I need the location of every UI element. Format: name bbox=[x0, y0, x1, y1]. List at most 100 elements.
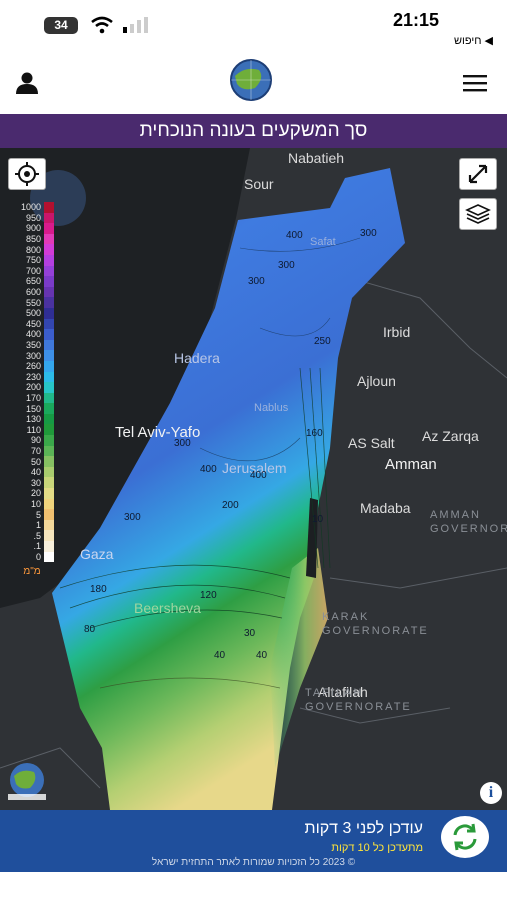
legend-value: 550 bbox=[25, 297, 41, 308]
contour-label: 160 bbox=[306, 428, 323, 439]
contour-label: 300 bbox=[124, 512, 141, 523]
map-label: Ajloun bbox=[357, 373, 396, 389]
user-icon[interactable] bbox=[14, 70, 40, 96]
refresh-icon bbox=[453, 823, 477, 851]
contour-label: 250 bbox=[314, 336, 331, 347]
legend-row: 200 bbox=[10, 382, 54, 393]
legend-swatch bbox=[44, 541, 54, 552]
map-label: AS Salt bbox=[348, 435, 395, 451]
legend-value: 5 bbox=[35, 509, 41, 520]
legend-value: 850 bbox=[25, 234, 41, 245]
legend-swatch bbox=[44, 551, 54, 563]
rain-map[interactable]: Nabatieh Sour Irbid Ajloun AS Salt Az Za… bbox=[0, 148, 507, 810]
layers-icon bbox=[465, 204, 491, 224]
legend-swatch bbox=[44, 413, 54, 425]
region-label: AMMAN GOVERNORATE bbox=[430, 509, 507, 535]
legend-value: 260 bbox=[25, 361, 41, 372]
crosshair-icon bbox=[15, 162, 39, 186]
map-label: Nabatieh bbox=[288, 150, 345, 166]
legend-row: 260 bbox=[10, 360, 54, 372]
legend-swatch bbox=[44, 445, 54, 457]
map-label: Hadera bbox=[174, 350, 220, 366]
contour-label: 300 bbox=[174, 438, 191, 449]
legend-swatch bbox=[44, 509, 54, 520]
legend-swatch bbox=[44, 307, 54, 319]
legend-value: 40 bbox=[30, 467, 41, 478]
locate-button[interactable] bbox=[8, 158, 46, 190]
legend-value: 1 bbox=[35, 520, 41, 531]
legend-row: 90 bbox=[10, 435, 54, 446]
update-footer: עודכן לפני 3 דקות מתעדכן כל 10 דקות © 20… bbox=[0, 810, 507, 872]
legend-value: 130 bbox=[25, 414, 41, 425]
contour-label: 10 bbox=[312, 514, 324, 525]
map-label: Madaba bbox=[360, 500, 411, 516]
map-label: Amman bbox=[385, 456, 437, 473]
legend-swatch bbox=[44, 350, 54, 361]
clock: 21:15 bbox=[392, 10, 439, 30]
contour-label: 400 bbox=[286, 230, 303, 241]
legend-row: 150 bbox=[10, 403, 54, 414]
legend-value: 30 bbox=[30, 477, 41, 488]
legend-row: 550 bbox=[10, 297, 54, 308]
app-header bbox=[0, 52, 507, 114]
legend-row: 850 bbox=[10, 233, 54, 245]
legend-value: 600 bbox=[25, 287, 41, 298]
legend-swatch bbox=[44, 233, 54, 245]
legend-value: 170 bbox=[25, 392, 41, 403]
map-label: Altafilah bbox=[318, 684, 368, 700]
legend-value: 200 bbox=[25, 382, 41, 393]
map-label: Safat bbox=[310, 236, 336, 248]
back-to-search-link[interactable]: ◀ חיפוש bbox=[454, 35, 493, 47]
color-legend: 1000 950 900 850 800 750 700 650 600 550 500 450 400… bbox=[10, 202, 54, 577]
legend-swatch bbox=[44, 202, 54, 213]
map-label: Nablus bbox=[254, 402, 289, 414]
legend-swatch bbox=[44, 435, 54, 446]
legend-row: 450 bbox=[10, 318, 54, 330]
legend-swatch bbox=[44, 276, 54, 287]
legend-swatch bbox=[44, 466, 54, 478]
contour-label: 30 bbox=[244, 628, 256, 639]
legend-value: 50 bbox=[30, 456, 41, 467]
legend-swatch bbox=[44, 371, 54, 383]
legend-value: 1000 bbox=[20, 202, 41, 213]
fullscreen-button[interactable] bbox=[459, 158, 497, 190]
legend-row: 110 bbox=[10, 424, 54, 436]
last-updated-text: עודכן לפני 3 דקות bbox=[304, 820, 423, 837]
map-label: Az Zarqa bbox=[422, 428, 479, 444]
legend-value: 450 bbox=[25, 318, 41, 329]
legend-row: 230 bbox=[10, 371, 54, 383]
legend-value: 800 bbox=[25, 244, 41, 255]
refresh-button[interactable] bbox=[441, 816, 489, 858]
layers-button[interactable] bbox=[459, 198, 497, 230]
legend-row: 800 bbox=[10, 244, 54, 255]
legend-row: 20 bbox=[10, 488, 54, 499]
info-button[interactable]: i bbox=[480, 782, 502, 804]
bottom-safe-area bbox=[0, 872, 507, 900]
status-bar: 34 21:15 ◀ חיפוש bbox=[0, 0, 507, 52]
legend-row: 1000 bbox=[10, 202, 54, 213]
legend-swatch bbox=[44, 244, 54, 255]
legend-row: 170 bbox=[10, 392, 54, 404]
legend-row: 0 bbox=[10, 551, 54, 563]
legend-swatch bbox=[44, 265, 54, 277]
legend-swatch bbox=[44, 297, 54, 308]
app-logo-icon[interactable] bbox=[225, 58, 277, 110]
map-label: Irbid bbox=[383, 324, 411, 340]
bottom-logo-icon bbox=[8, 763, 46, 800]
legend-value: 110 bbox=[26, 424, 41, 435]
copyright-text: © 2023 כל הזכויות שמורות לאתר התחזית ישר… bbox=[151, 857, 356, 868]
legend-row: 700 bbox=[10, 265, 54, 277]
legend-row: 900 bbox=[10, 223, 54, 234]
legend-value: 650 bbox=[25, 276, 41, 287]
map-label: Beersheva bbox=[134, 600, 201, 616]
legend-swatch bbox=[44, 254, 54, 266]
legend-swatch bbox=[44, 223, 54, 234]
legend-row: 50 bbox=[10, 456, 54, 467]
legend-row: 40 bbox=[10, 466, 54, 478]
legend-swatch bbox=[44, 477, 54, 489]
region-label: KARAK GOVERNORATE bbox=[322, 611, 429, 637]
hamburger-menu-icon[interactable] bbox=[463, 74, 487, 92]
map-label: Jerusalem bbox=[222, 460, 287, 476]
map-label: Sour bbox=[244, 176, 274, 192]
legend-value: .1 bbox=[33, 541, 41, 552]
